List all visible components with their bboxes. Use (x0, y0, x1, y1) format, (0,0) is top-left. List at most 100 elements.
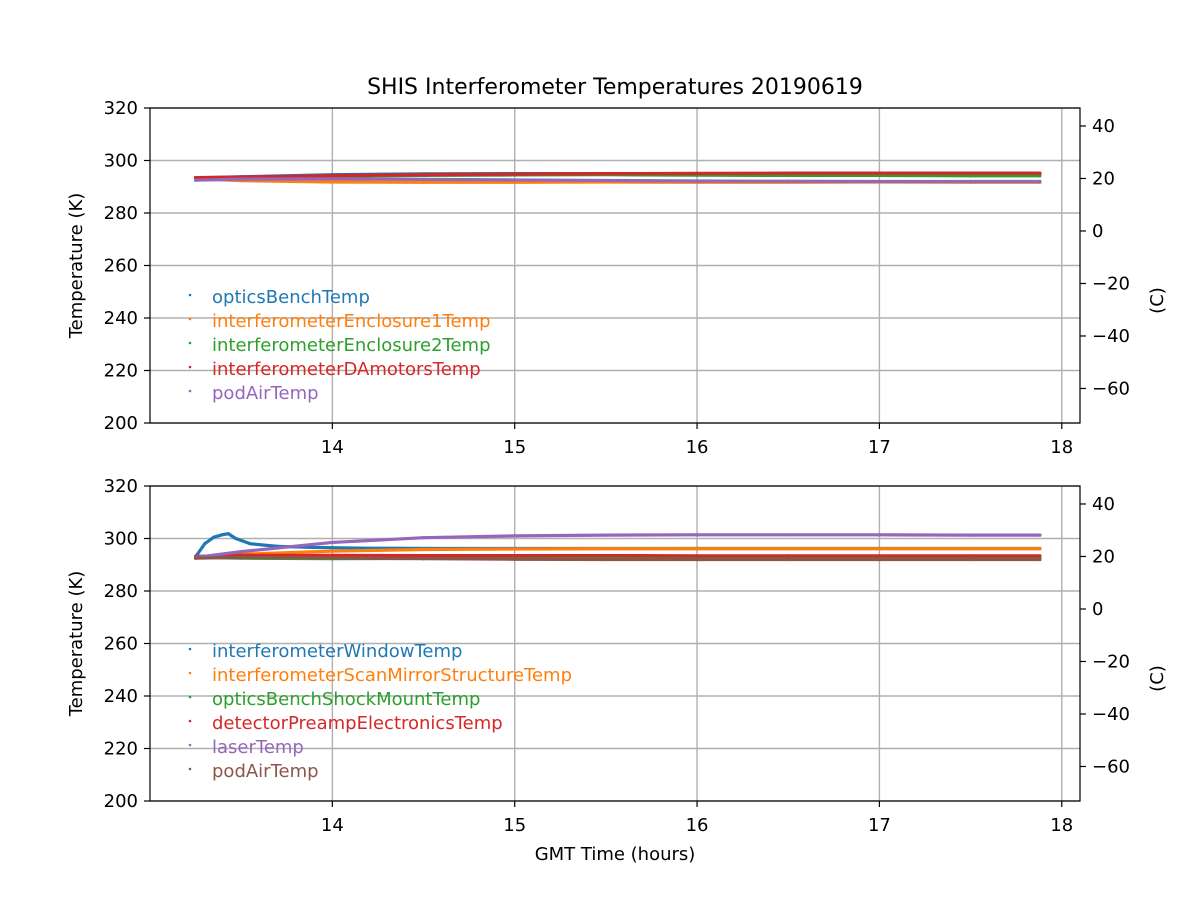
right-tick-label: −60 (1092, 756, 1130, 777)
legend-entry: interferometerWindowTemp (212, 641, 462, 662)
right-axis-label: (C) (1147, 287, 1168, 314)
legend-entry: interferometerEnclosure1Temp (212, 311, 491, 332)
data-point (968, 557, 973, 562)
data-point (786, 171, 790, 175)
data-point (968, 171, 973, 175)
bottom-panel: 14 15 16 17 18200220240260280300320−60−40−20… (66, 476, 1168, 865)
data-point (1038, 547, 1042, 551)
right-tick-label: −40 (1092, 326, 1130, 347)
data-point (695, 554, 699, 558)
x-tick-label: 17 (868, 815, 891, 836)
data-point (330, 553, 334, 557)
data-point (193, 175, 198, 180)
legend-marker (188, 671, 192, 675)
right-tick-label: 0 (1092, 599, 1103, 620)
top-panel: 14 15 16 17 18200220240260280300320−60−40−20… (66, 98, 1168, 458)
data-point (877, 547, 882, 551)
data-point (421, 557, 426, 561)
series-podairtemp (193, 555, 1042, 562)
data-point (421, 180, 426, 184)
data-point (513, 178, 517, 182)
y-tick-label: 260 (104, 634, 138, 655)
right-tick-label: −20 (1092, 651, 1130, 672)
x-axis-label: GMT Time (hours) (535, 844, 696, 865)
data-point (212, 535, 216, 539)
right-tick-label: −20 (1092, 273, 1130, 294)
right-tick-label: 20 (1092, 546, 1115, 567)
data-point (513, 553, 517, 558)
data-point (695, 547, 699, 551)
data-point (330, 174, 334, 178)
data-point (695, 557, 699, 562)
y-tick-label: 200 (104, 413, 138, 434)
data-point (877, 557, 882, 562)
series-line (193, 553, 1042, 558)
y-tick-label: 220 (104, 361, 138, 382)
legend-marker (188, 389, 192, 393)
legend-marker (188, 647, 192, 651)
data-point (695, 533, 699, 537)
data-point (330, 540, 334, 545)
legend-entry: interferometerDAmotorsTemp (212, 359, 481, 380)
data-point (604, 178, 608, 183)
data-point (695, 179, 699, 183)
y-tick-label: 320 (104, 476, 138, 497)
chart-title: SHIS Interferometer Temperatures 2019061… (367, 75, 863, 100)
data-point (968, 547, 973, 551)
legend-marker (188, 293, 192, 297)
legend-entry: interferometerScanMirrorStructureTemp (212, 665, 572, 686)
right-axis-label: (C) (1147, 665, 1168, 692)
data-point (786, 547, 790, 551)
data-point (604, 547, 608, 551)
data-point (968, 533, 973, 537)
right-tick-label: 40 (1092, 116, 1115, 137)
data-point (786, 179, 790, 183)
data-point (695, 171, 699, 175)
data-point (330, 556, 334, 560)
x-tick-label: 15 (503, 815, 526, 836)
data-point (1038, 174, 1042, 178)
data-point (421, 547, 426, 552)
legend: interferometerWindowTemp interferometerSc… (188, 641, 572, 782)
data-point (786, 533, 790, 537)
y-tick-label: 320 (104, 98, 138, 119)
x-tick-label: 17 (868, 437, 891, 458)
y-tick-label: 300 (104, 151, 138, 172)
data-point (312, 545, 316, 550)
x-tick-label: 16 (686, 437, 709, 458)
legend-marker (188, 743, 192, 747)
data-point (604, 553, 608, 558)
y-tick-label: 200 (104, 791, 138, 812)
legend-entry: opticsBenchTemp (212, 287, 370, 308)
right-tick-label: 0 (1092, 221, 1103, 242)
data-point (239, 177, 243, 181)
data-point (330, 180, 334, 184)
data-point (513, 547, 517, 551)
legend: opticsBenchTemp interferometerEnclosure1T… (188, 287, 491, 404)
data-point (239, 550, 243, 554)
right-tick-label: 20 (1092, 168, 1115, 189)
y-axis-label: Temperature (K) (66, 571, 87, 718)
data-point (203, 542, 207, 546)
data-point (786, 554, 790, 558)
right-tick-label: −60 (1092, 378, 1130, 399)
legend-entry: laserTemp (212, 737, 304, 758)
data-point (513, 557, 517, 561)
y-tick-label: 240 (104, 686, 138, 707)
y-axis-label: Temperature (K) (66, 193, 87, 340)
data-point (968, 179, 973, 184)
legend-entry: interferometerEnclosure2Temp (212, 335, 491, 356)
data-point (221, 532, 225, 537)
x-tick-label: 18 (1050, 437, 1073, 458)
data-point (330, 549, 334, 553)
series-detectorpreampelectronicstemp (193, 553, 1042, 558)
data-point (193, 556, 198, 560)
legend-entry: opticsBenchShockMountTemp (212, 689, 480, 710)
data-point (234, 536, 238, 541)
y-tick-label: 280 (104, 203, 138, 224)
data-point (330, 177, 334, 181)
data-point (248, 542, 252, 546)
data-point (421, 173, 426, 177)
